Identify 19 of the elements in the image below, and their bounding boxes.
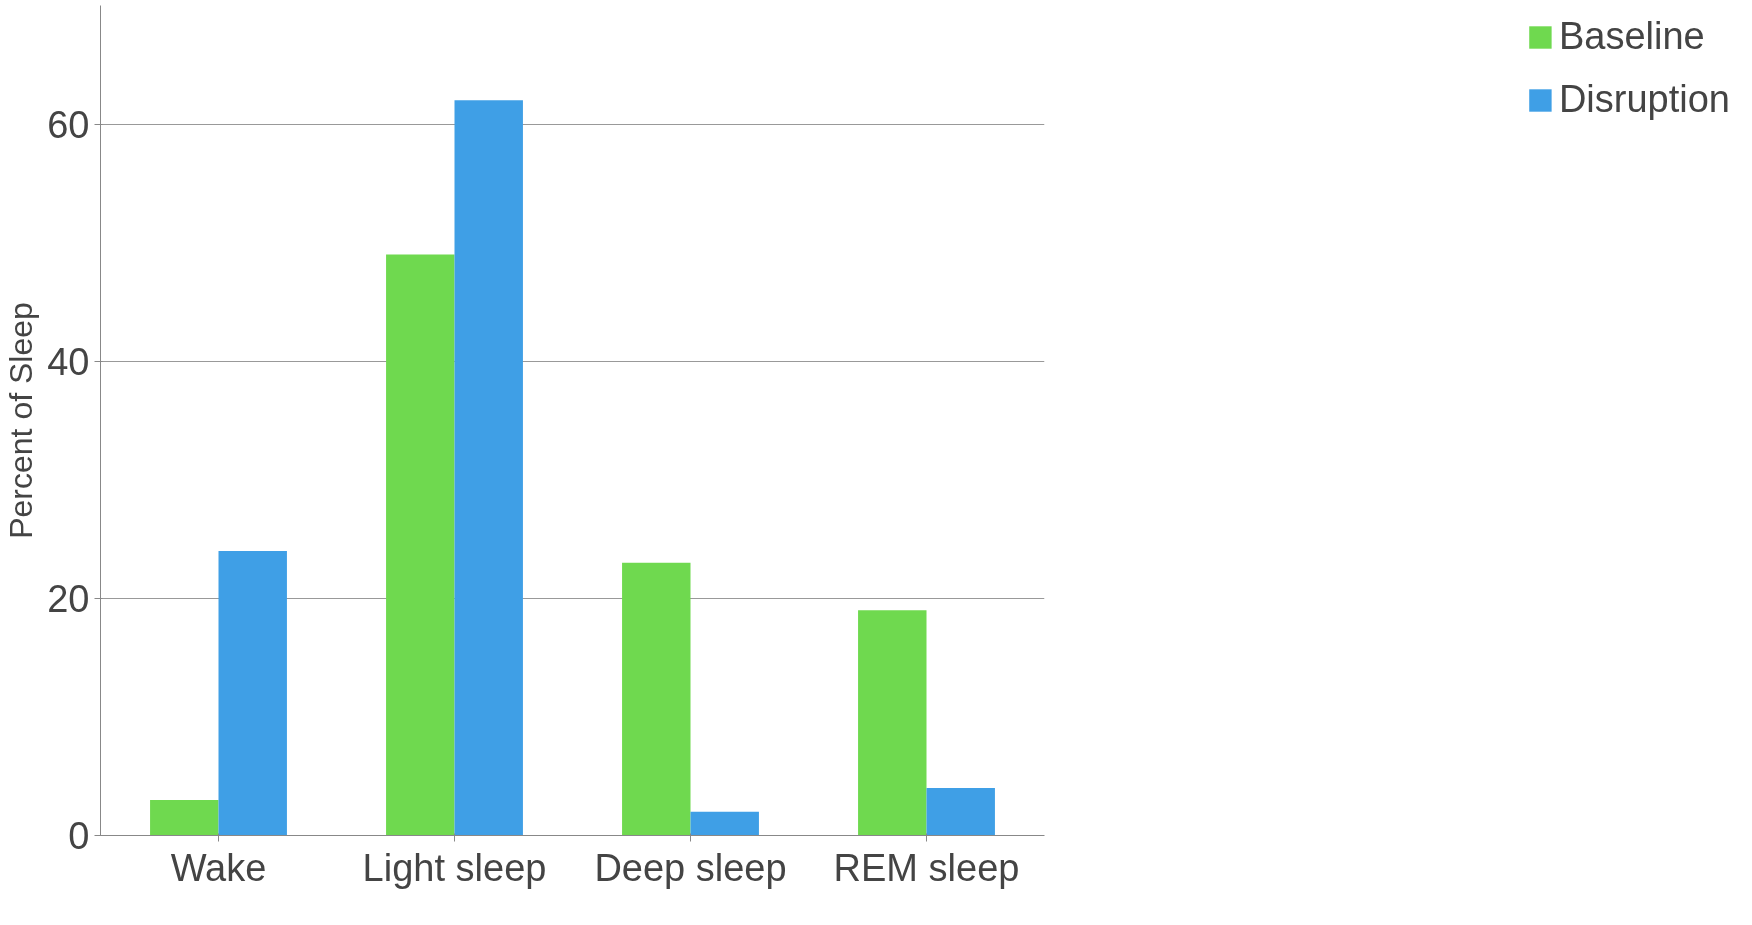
- x-tick-label: Deep sleep: [594, 846, 787, 889]
- y-tick-label: 60: [47, 103, 90, 146]
- bar: [218, 550, 287, 836]
- bar: [858, 610, 927, 836]
- y-axis-title: Percent of Sleep: [3, 302, 40, 539]
- y-tick-label: 20: [47, 577, 90, 620]
- bar: [690, 811, 759, 836]
- bar: [150, 799, 219, 836]
- x-tick-label: Wake: [170, 846, 267, 889]
- x-tick-label: Light sleep: [362, 846, 547, 889]
- legend-label: Baseline: [1558, 15, 1705, 58]
- x-tick-label: REM sleep: [833, 846, 1020, 889]
- bar: [386, 254, 455, 836]
- bar: [926, 788, 995, 836]
- bar: [454, 100, 523, 836]
- legend-label: Disruption: [1558, 78, 1730, 121]
- y-tick-label: 0: [68, 815, 90, 857]
- y-tick-label: 40: [47, 340, 90, 383]
- bar: [622, 562, 691, 836]
